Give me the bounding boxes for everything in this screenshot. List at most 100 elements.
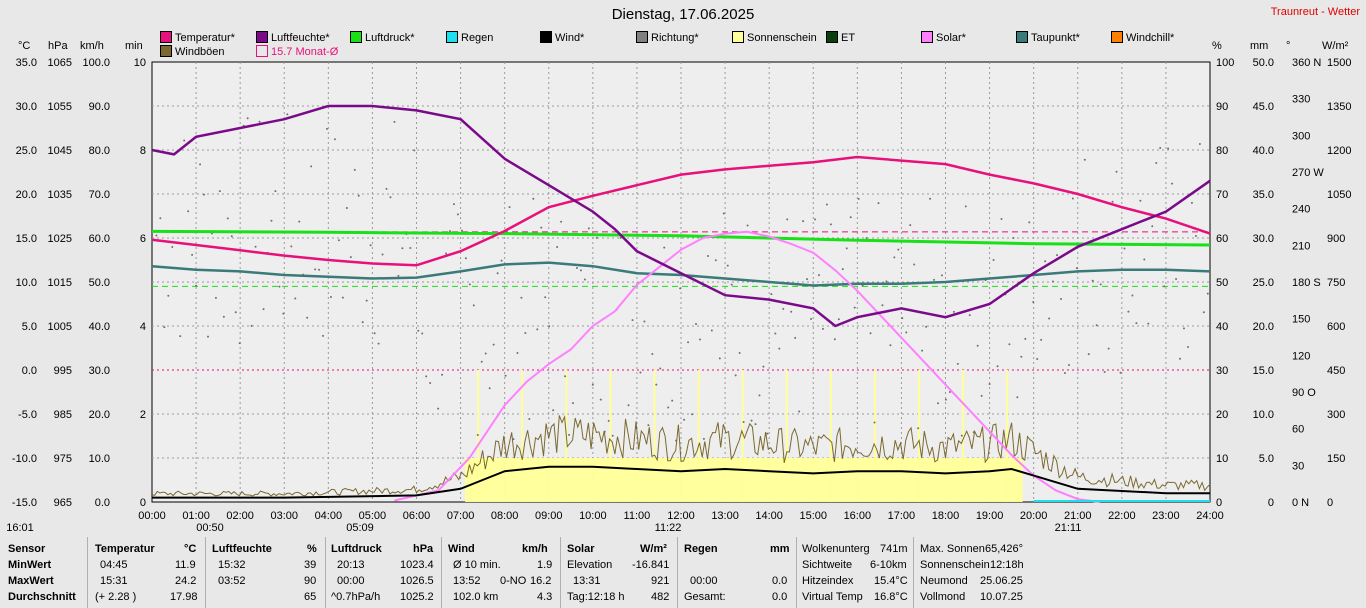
direction-point: [937, 402, 940, 405]
direction-point: [691, 413, 694, 416]
direction-point: [659, 367, 662, 370]
direction-point: [865, 237, 868, 240]
tick-label-sun-min: 2: [140, 409, 146, 421]
wind-avg10-label: Ø 10 min.: [453, 559, 501, 571]
direction-point: [341, 296, 344, 299]
tick-label-temperature_c: 35.0: [16, 57, 37, 69]
tick-label-wind_kmh: 10.0: [89, 453, 110, 465]
direction-point: [968, 314, 971, 317]
direction-point: [1040, 338, 1043, 341]
direction-point: [952, 310, 955, 313]
time-marker: 16:01: [6, 522, 34, 534]
direction-point: [520, 296, 523, 299]
direction-point: [964, 205, 967, 208]
tick-label-rain: 40.0: [1253, 145, 1274, 157]
tick-label-time: 16:00: [844, 510, 872, 522]
direction-point: [1115, 170, 1118, 173]
direction-point: [349, 256, 352, 259]
direction-point: [361, 321, 364, 324]
tick-label-temperature_c: 15.0: [16, 233, 37, 245]
direction-point: [1202, 311, 1205, 314]
direction-point: [754, 423, 757, 426]
temp-max-val: 24.2: [175, 575, 197, 587]
direction-point: [758, 394, 761, 397]
direction-point: [226, 217, 229, 220]
tick-label-direction: 180 S: [1292, 277, 1321, 289]
temp-max-time: 15:31: [100, 575, 128, 587]
press-min-time: 20:13: [337, 559, 365, 571]
direction-point: [318, 268, 321, 271]
direction-point: [829, 223, 832, 226]
direction-point: [445, 252, 448, 255]
tick-label-rain: 45.0: [1253, 101, 1274, 113]
tick-label-time: 09:00: [535, 510, 563, 522]
direction-point: [397, 274, 400, 277]
direction-point: [940, 274, 943, 277]
legend-label: Windböen: [175, 46, 225, 58]
solar-elev-val: -16.841: [632, 559, 670, 571]
unit-humidity: %: [1212, 40, 1222, 52]
tick-label-rain: 50.0: [1253, 57, 1274, 69]
direction-point: [893, 256, 896, 259]
direction-point: [262, 308, 265, 311]
direction-point: [575, 267, 578, 270]
direction-point: [357, 194, 360, 197]
rain-head: Regen: [684, 543, 718, 555]
direction-point: [647, 424, 650, 427]
direction-point: [413, 149, 416, 152]
direction-point: [921, 349, 924, 352]
tick-label-time: 22:00: [1108, 510, 1136, 522]
tick-label-rain: 20.0: [1253, 321, 1274, 333]
direction-point: [794, 336, 797, 339]
tick-label-temperature_c: -15.0: [12, 497, 37, 509]
legend-item: Regen: [446, 31, 493, 44]
wind-avg10-val: 1.9: [537, 559, 553, 571]
tick-label-pressure_hpa: 965: [54, 497, 72, 509]
direction-point: [591, 383, 594, 386]
wind-head: Wind: [448, 543, 475, 555]
direction-point: [976, 344, 979, 347]
sunshine-label: Sonnenschein: [920, 559, 990, 571]
tick-label-pressure_hpa: 1055: [48, 101, 72, 113]
direction-point: [1198, 142, 1201, 145]
tick-label-direction: 300: [1292, 130, 1310, 142]
tick-label-time: 12:00: [667, 510, 695, 522]
direction-point: [1071, 197, 1074, 200]
direction-point: [528, 418, 531, 421]
tick-label-pressure_hpa: 1045: [48, 145, 72, 157]
tick-label-sun-min: 4: [140, 321, 146, 333]
direction-point: [389, 196, 392, 199]
tick-label-sun-min: 6: [140, 233, 146, 245]
tick-label-direction: 0 N: [1292, 497, 1309, 509]
unit-temperature: °C: [18, 40, 31, 52]
direction-point: [476, 433, 479, 436]
tick-label-direction: 270 W: [1292, 167, 1324, 179]
tick-label-humidity: 30: [1216, 365, 1228, 377]
tick-label-pressure_hpa: 985: [54, 409, 72, 421]
heatindex-val: 15.4°C: [874, 575, 908, 587]
direction-point: [1024, 337, 1027, 340]
tick-label-humidity: 0: [1216, 497, 1222, 509]
cloudbase-val: 741m: [880, 543, 908, 555]
direction-point: [1036, 357, 1039, 360]
direction-point: [845, 247, 848, 250]
press-trend: ^0.7hPa/h: [331, 591, 381, 603]
tick-label-pressure_hpa: 995: [54, 365, 72, 377]
tick-label-direction: 210: [1292, 240, 1310, 252]
direction-point: [683, 418, 686, 421]
direction-point: [171, 245, 174, 248]
time-marker: 00:50: [196, 522, 224, 534]
legend-swatch: [732, 31, 744, 43]
site-name[interactable]: Traunreut - Wetter: [1270, 6, 1360, 18]
direction-point: [365, 299, 368, 302]
direction-point: [1182, 327, 1185, 330]
direction-point: [1119, 371, 1122, 374]
temp-trend: (+ 2.28 ): [95, 591, 137, 603]
tick-label-temperature_c: 5.0: [22, 321, 37, 333]
direction-point: [611, 434, 614, 437]
direction-point: [913, 263, 916, 266]
tick-label-time: 10:00: [579, 510, 607, 522]
direction-point: [306, 316, 309, 319]
tick-label-solar: 450: [1327, 365, 1345, 377]
wind-unit: km/h: [522, 543, 548, 555]
